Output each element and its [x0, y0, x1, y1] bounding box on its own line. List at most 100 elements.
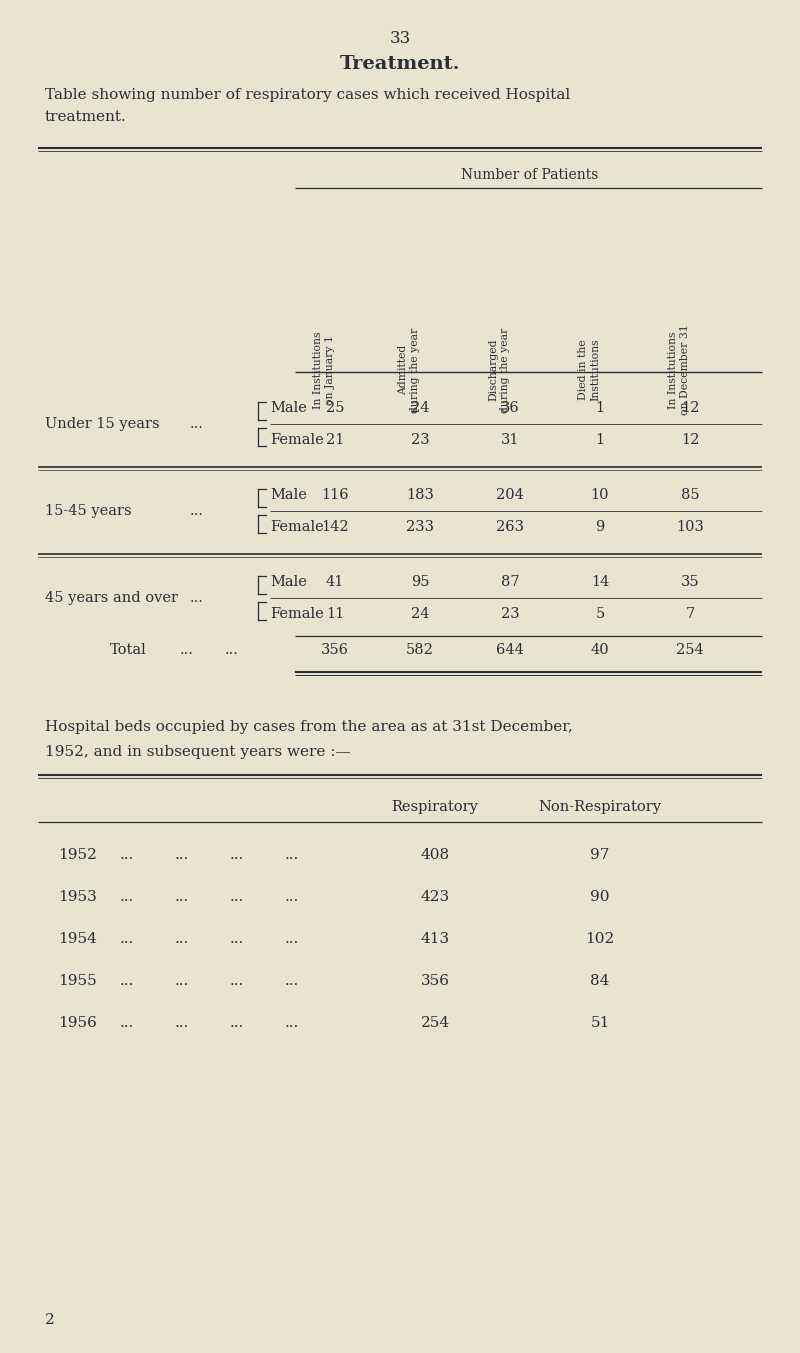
Text: ...: ...	[230, 848, 244, 862]
Text: ...: ...	[190, 591, 204, 605]
Text: 413: 413	[421, 932, 450, 946]
Text: 233: 233	[406, 520, 434, 534]
Text: 24: 24	[410, 400, 430, 415]
Text: 183: 183	[406, 488, 434, 502]
Text: ...: ...	[285, 932, 299, 946]
Text: 423: 423	[421, 890, 450, 904]
Text: ...: ...	[230, 890, 244, 904]
Text: 97: 97	[590, 848, 610, 862]
Text: 1: 1	[595, 433, 605, 446]
Text: 356: 356	[421, 974, 450, 988]
Text: 7: 7	[686, 607, 694, 621]
Text: ...: ...	[120, 890, 134, 904]
Text: Female: Female	[270, 520, 324, 534]
Text: Number of Patients: Number of Patients	[462, 168, 598, 183]
Text: 41: 41	[326, 575, 344, 589]
Text: 24: 24	[410, 607, 430, 621]
Text: ...: ...	[175, 890, 190, 904]
Text: Under 15 years: Under 15 years	[45, 417, 160, 432]
Text: 85: 85	[681, 488, 699, 502]
Text: Hospital beds occupied by cases from the area as at 31st December,: Hospital beds occupied by cases from the…	[45, 720, 573, 733]
Text: Male: Male	[270, 575, 307, 589]
Text: ...: ...	[285, 1016, 299, 1030]
Text: 51: 51	[590, 1016, 610, 1030]
Text: 254: 254	[676, 643, 704, 658]
Text: ...: ...	[225, 643, 239, 658]
Text: 1955: 1955	[58, 974, 97, 988]
Text: ...: ...	[230, 974, 244, 988]
Text: ...: ...	[175, 932, 190, 946]
Text: 36: 36	[501, 400, 519, 415]
Text: Non-Respiratory: Non-Respiratory	[538, 800, 662, 815]
Text: 87: 87	[501, 575, 519, 589]
Text: Respiratory: Respiratory	[391, 800, 478, 815]
Text: ...: ...	[120, 932, 134, 946]
Text: Treatment.: Treatment.	[340, 55, 460, 73]
Text: 1954: 1954	[58, 932, 97, 946]
Text: ...: ...	[175, 848, 190, 862]
Text: 23: 23	[410, 433, 430, 446]
Text: ...: ...	[285, 974, 299, 988]
Text: 33: 33	[390, 30, 410, 47]
Text: In Institutions
on December 31: In Institutions on December 31	[669, 325, 690, 415]
Text: 582: 582	[406, 643, 434, 658]
Text: treatment.: treatment.	[45, 110, 126, 124]
Text: Table showing number of respiratory cases which received Hospital: Table showing number of respiratory case…	[45, 88, 570, 101]
Text: ...: ...	[120, 848, 134, 862]
Text: ...: ...	[190, 505, 204, 518]
Text: 12: 12	[681, 400, 699, 415]
Text: 14: 14	[591, 575, 609, 589]
Text: ...: ...	[120, 974, 134, 988]
Text: 2: 2	[45, 1312, 54, 1327]
Text: ...: ...	[180, 643, 194, 658]
Text: 45 years and over: 45 years and over	[45, 591, 178, 605]
Text: ...: ...	[190, 417, 204, 432]
Text: Female: Female	[270, 607, 324, 621]
Text: ...: ...	[175, 1016, 190, 1030]
Text: 204: 204	[496, 488, 524, 502]
Text: 1: 1	[595, 400, 605, 415]
Text: 356: 356	[321, 643, 349, 658]
Text: 5: 5	[595, 607, 605, 621]
Text: 95: 95	[410, 575, 430, 589]
Text: 40: 40	[590, 643, 610, 658]
Text: 10: 10	[590, 488, 610, 502]
Text: ...: ...	[230, 932, 244, 946]
Text: ...: ...	[120, 1016, 134, 1030]
Text: 1956: 1956	[58, 1016, 97, 1030]
Text: ...: ...	[230, 1016, 244, 1030]
Text: In Institutions
on January 1: In Institutions on January 1	[314, 331, 335, 409]
Text: 11: 11	[326, 607, 344, 621]
Text: 263: 263	[496, 520, 524, 534]
Text: Female: Female	[270, 433, 324, 446]
Text: 103: 103	[676, 520, 704, 534]
Text: 35: 35	[681, 575, 699, 589]
Text: 644: 644	[496, 643, 524, 658]
Text: 21: 21	[326, 433, 344, 446]
Text: Admitted
during the year: Admitted during the year	[398, 327, 420, 413]
Text: 102: 102	[586, 932, 614, 946]
Text: 12: 12	[681, 433, 699, 446]
Text: 23: 23	[501, 607, 519, 621]
Text: Died in the
Institutions: Died in the Institutions	[578, 338, 600, 402]
Text: 254: 254	[421, 1016, 450, 1030]
Text: Total: Total	[110, 643, 146, 658]
Text: 25: 25	[326, 400, 344, 415]
Text: 1952, and in subsequent years were :—: 1952, and in subsequent years were :—	[45, 746, 350, 759]
Text: ...: ...	[285, 890, 299, 904]
Text: Discharged
during the year: Discharged during the year	[488, 327, 510, 413]
Text: 15-45 years: 15-45 years	[45, 505, 132, 518]
Text: 408: 408	[421, 848, 450, 862]
Text: 90: 90	[590, 890, 610, 904]
Text: ...: ...	[175, 974, 190, 988]
Text: 1952: 1952	[58, 848, 97, 862]
Text: 142: 142	[321, 520, 349, 534]
Text: 116: 116	[321, 488, 349, 502]
Text: Male: Male	[270, 488, 307, 502]
Text: Male: Male	[270, 400, 307, 415]
Text: 31: 31	[501, 433, 519, 446]
Text: 1953: 1953	[58, 890, 97, 904]
Text: ...: ...	[285, 848, 299, 862]
Text: 9: 9	[595, 520, 605, 534]
Text: 84: 84	[590, 974, 610, 988]
